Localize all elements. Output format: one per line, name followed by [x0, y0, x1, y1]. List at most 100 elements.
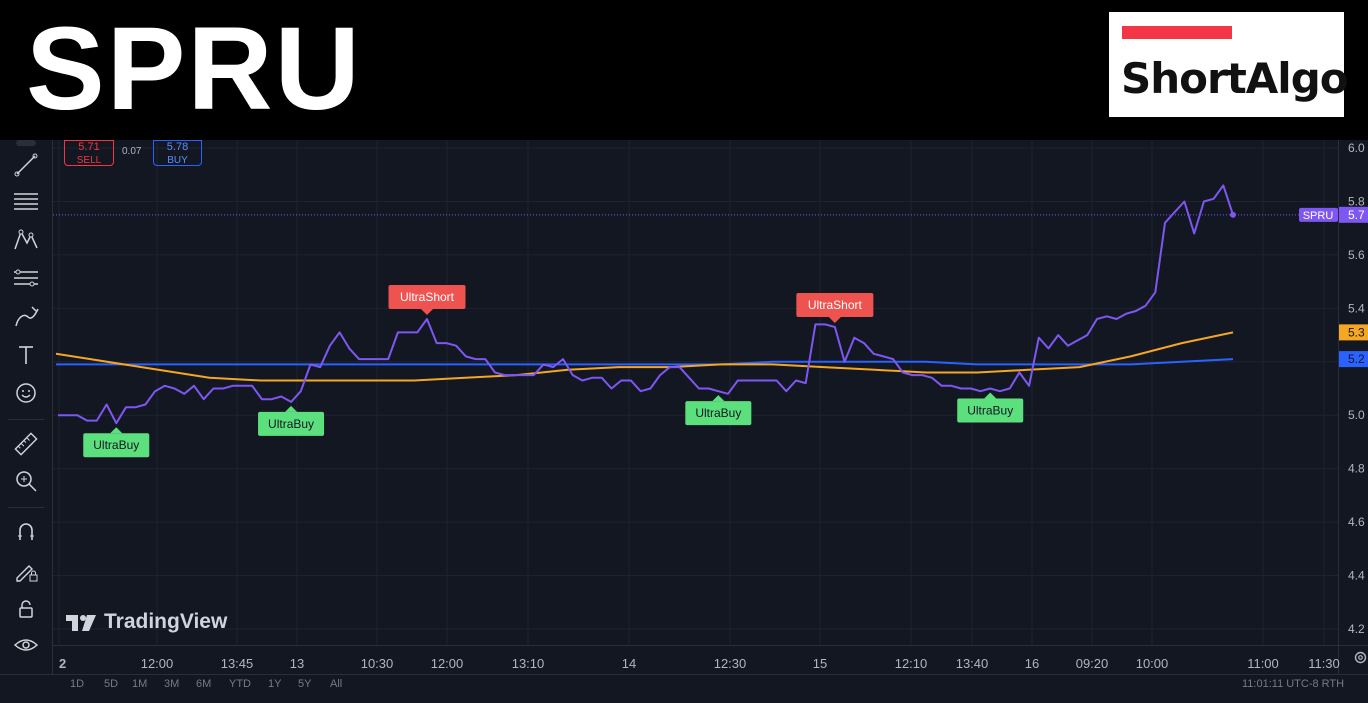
ma-value-tag: [1339, 351, 1368, 368]
range-button-1d[interactable]: 1D: [70, 678, 85, 690]
range-button-6m[interactable]: 6M: [196, 678, 212, 690]
buy-label: BUY: [167, 155, 188, 166]
signal-pointer: [712, 395, 725, 402]
sell-price: 5.71: [78, 141, 100, 153]
toolbar-divider: [8, 419, 44, 420]
range-button-ytd[interactable]: YTD: [229, 678, 251, 690]
ma-value-tag-label: 5.2: [1348, 352, 1365, 366]
price-tag-label: 5.7: [1348, 208, 1365, 222]
signal-label-text: UltraBuy: [268, 417, 314, 431]
signal-label-text: UltraBuy: [695, 406, 741, 420]
ruler-icon[interactable]: [12, 430, 40, 458]
x-tick-label: 10:30: [361, 656, 394, 671]
shortalgo-logo: ShortAlgo: [1109, 12, 1349, 117]
y-tick-label: 5.8: [1348, 194, 1365, 208]
x-tick-label: 16: [1025, 656, 1039, 671]
y-tick-label: 5.0: [1348, 408, 1365, 422]
x-tick-label: 13:45: [221, 656, 254, 671]
ultrashort-label: [388, 285, 466, 310]
magnet-icon[interactable]: [12, 518, 40, 546]
ticker-title: SPRU: [26, 3, 362, 135]
ticker-tag-label: SPRU: [1303, 210, 1334, 222]
signal-label-text: UltraBuy: [967, 403, 1013, 417]
x-tick-label: 14: [622, 656, 636, 671]
forecast-icon[interactable]: [12, 264, 40, 292]
range-button-5y[interactable]: 5Y: [298, 678, 312, 690]
emoji-icon[interactable]: [12, 379, 40, 407]
logo-red-bar: [1122, 26, 1232, 39]
y-tick-label: 4.6: [1348, 515, 1365, 529]
chart-panel[interactable]: 6.0 5.8 5.6 5.4 5.2 5.0 4.8 4.6 4.4 4.2 2 12:00 13:4…: [53, 140, 1368, 689]
x-tick-label: 12:30: [714, 656, 747, 671]
signal-pointer: [828, 317, 841, 324]
tradingview-logo-icon: [66, 615, 96, 631]
signal-pointer: [110, 427, 123, 434]
bottom-toolbar: [0, 674, 1368, 690]
signal-label-text: UltraShort: [400, 290, 455, 304]
lock-drawing-icon[interactable]: [12, 556, 40, 584]
sell-label: SELL: [76, 155, 102, 166]
x-tick-label: 12:00: [431, 656, 464, 671]
spread-value: 0.07: [122, 146, 142, 157]
y-tick-label: 4.2: [1348, 622, 1365, 636]
ticker-tag: [1299, 207, 1338, 222]
range-button-1y[interactable]: 1Y: [268, 678, 282, 690]
x-tick-label: 09:20: [1076, 656, 1109, 671]
range-button-3m[interactable]: 3M: [164, 678, 180, 690]
fib-lines-icon[interactable]: [12, 188, 40, 216]
range-button-5d[interactable]: 5D: [104, 678, 119, 690]
price-chart[interactable]: 6.0 5.8 5.6 5.4 5.2 5.0 4.8 4.6 4.4 4.2 2 12:00 13:4…: [53, 140, 1368, 689]
ma-value-tag: [1339, 324, 1368, 341]
ultrabuy-label: [258, 411, 325, 436]
buy-price: 5.78: [166, 141, 189, 153]
trend-line-icon[interactable]: [12, 151, 40, 179]
sell-button[interactable]: 5.71 SELL: [64, 140, 114, 166]
eye-icon[interactable]: [12, 631, 40, 659]
price-line: [58, 184, 1234, 425]
signal-pointer: [421, 309, 434, 316]
signal-label-text: UltraShort: [808, 298, 863, 312]
ultrashort-label: [796, 293, 874, 318]
x-tick-label: 12:10: [895, 656, 928, 671]
signal-pointer: [285, 405, 298, 412]
pattern-icon[interactable]: [12, 226, 40, 254]
range-button-1m[interactable]: 1M: [132, 678, 148, 690]
y-tick-label: 4.4: [1348, 569, 1365, 583]
logo-text: ShortAlgo: [1121, 54, 1349, 103]
lock-icon[interactable]: [12, 595, 40, 623]
ma-slow-line: [56, 358, 1234, 366]
ma-fast-line: [55, 331, 1234, 382]
drawing-toolbar: [0, 140, 53, 689]
clock-readout[interactable]: 11:01:11 UTC-8 RTH: [1242, 678, 1345, 690]
price-tag: [1339, 206, 1368, 223]
crosshair-icon[interactable]: [12, 126, 40, 154]
x-tick-label: 2: [59, 656, 66, 671]
x-tick-label: 10:00: [1136, 656, 1169, 671]
y-tick-label: 4.8: [1348, 462, 1365, 476]
signal-pointer: [984, 392, 997, 399]
ultrabuy-label: [957, 398, 1024, 423]
signal-label-text: UltraBuy: [93, 438, 139, 452]
brush-icon[interactable]: [12, 303, 40, 331]
buy-button[interactable]: 5.78 BUY: [153, 140, 202, 166]
header-banner: SPRU ShortAlgo: [0, 0, 1368, 140]
axis-settings-icon[interactable]: [1353, 650, 1368, 665]
x-tick-label: 13: [290, 656, 304, 671]
ultrabuy-label: [685, 401, 752, 426]
ultrabuy-label: [83, 433, 150, 458]
ma-value-tag-label: 5.3: [1348, 325, 1365, 339]
toolbar-divider: [8, 507, 44, 508]
x-tick-label: 12:00: [141, 656, 174, 671]
y-tick-label: 5.6: [1348, 248, 1365, 262]
y-tick-label: 5.4: [1348, 301, 1365, 315]
zoom-in-icon[interactable]: [12, 467, 40, 495]
x-tick-label: 13:40: [956, 656, 989, 671]
x-tick-label: 13:10: [512, 656, 545, 671]
x-tick-label: 11:30: [1308, 656, 1340, 671]
text-icon[interactable]: [12, 341, 40, 369]
tradingview-text: TradingView: [104, 610, 228, 633]
x-tick-label: 11:00: [1247, 656, 1279, 671]
range-button-all[interactable]: All: [330, 678, 343, 690]
y-tick-label: 6.0: [1348, 141, 1365, 155]
x-tick-label: 15: [813, 656, 827, 671]
